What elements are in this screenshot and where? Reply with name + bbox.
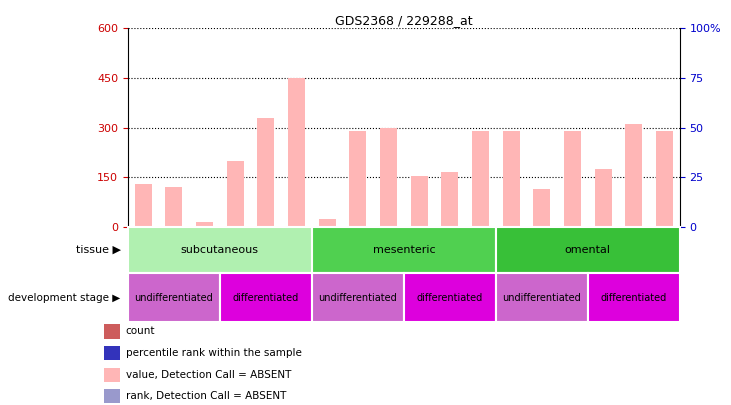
Bar xyxy=(380,128,397,227)
Text: rank, Detection Call = ABSENT: rank, Detection Call = ABSENT xyxy=(126,391,286,401)
Text: undifferentiated: undifferentiated xyxy=(319,293,397,303)
Bar xyxy=(165,187,182,227)
Text: undifferentiated: undifferentiated xyxy=(502,293,581,303)
Bar xyxy=(128,273,220,322)
Bar xyxy=(196,222,213,227)
Bar xyxy=(220,273,312,322)
Text: percentile rank within the sample: percentile rank within the sample xyxy=(126,348,302,358)
Bar xyxy=(349,131,366,227)
Bar xyxy=(104,368,119,382)
Text: subcutaneous: subcutaneous xyxy=(181,245,259,255)
Text: mesenteric: mesenteric xyxy=(373,245,435,255)
Bar xyxy=(227,161,243,227)
Bar xyxy=(503,131,520,227)
Bar xyxy=(104,324,119,339)
Bar xyxy=(534,189,550,227)
Bar xyxy=(312,227,496,273)
Bar xyxy=(404,273,496,322)
Text: value, Detection Call = ABSENT: value, Detection Call = ABSENT xyxy=(126,370,291,380)
Bar xyxy=(595,169,612,227)
Bar xyxy=(312,273,404,322)
Bar xyxy=(626,124,643,227)
Bar xyxy=(496,273,588,322)
Bar xyxy=(656,131,673,227)
Bar xyxy=(442,172,458,227)
Text: undifferentiated: undifferentiated xyxy=(135,293,213,303)
Text: tissue ▶: tissue ▶ xyxy=(75,245,121,255)
Bar xyxy=(319,219,336,227)
Bar xyxy=(128,227,312,273)
Text: differentiated: differentiated xyxy=(232,293,299,303)
Bar xyxy=(135,184,152,227)
Bar xyxy=(104,346,119,360)
Text: omental: omental xyxy=(565,245,611,255)
Bar xyxy=(564,131,581,227)
Text: differentiated: differentiated xyxy=(601,293,667,303)
Bar xyxy=(104,389,119,403)
Title: GDS2368 / 229288_at: GDS2368 / 229288_at xyxy=(335,14,473,27)
Text: count: count xyxy=(126,326,155,336)
Bar xyxy=(411,175,428,227)
Bar xyxy=(588,273,680,322)
Bar xyxy=(472,131,489,227)
Bar xyxy=(496,227,680,273)
Text: differentiated: differentiated xyxy=(417,293,483,303)
Text: development stage ▶: development stage ▶ xyxy=(8,293,121,303)
Bar xyxy=(288,78,305,227)
Bar xyxy=(257,117,274,227)
